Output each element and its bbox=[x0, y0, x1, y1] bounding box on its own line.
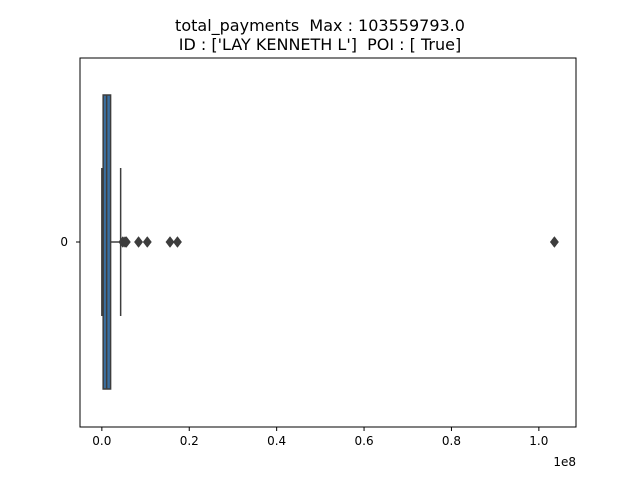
x-tick-label: 0.4 bbox=[267, 434, 286, 448]
x-offset-label: 1e8 bbox=[553, 455, 576, 469]
outlier-point bbox=[549, 236, 559, 248]
chart-title-line-2: ID : ['LAY KENNETH L'] POI : [ True] bbox=[178, 35, 462, 54]
x-tick-label: 0.8 bbox=[442, 434, 461, 448]
chart-title-line-1: total_payments Max : 103559793.0 bbox=[175, 16, 465, 35]
outlier-point bbox=[121, 236, 131, 248]
y-tick-label: 0 bbox=[60, 235, 68, 249]
x-tick-label: 0.2 bbox=[180, 434, 199, 448]
x-tick-label: 0.0 bbox=[92, 434, 111, 448]
x-tick-label: 0.6 bbox=[355, 434, 374, 448]
outlier-point bbox=[172, 236, 182, 248]
x-tick-label: 1.0 bbox=[529, 434, 548, 448]
outlier-point bbox=[165, 236, 175, 248]
outlier-point bbox=[142, 236, 152, 248]
plot-frame bbox=[79, 57, 577, 428]
outlier-point bbox=[134, 236, 144, 248]
